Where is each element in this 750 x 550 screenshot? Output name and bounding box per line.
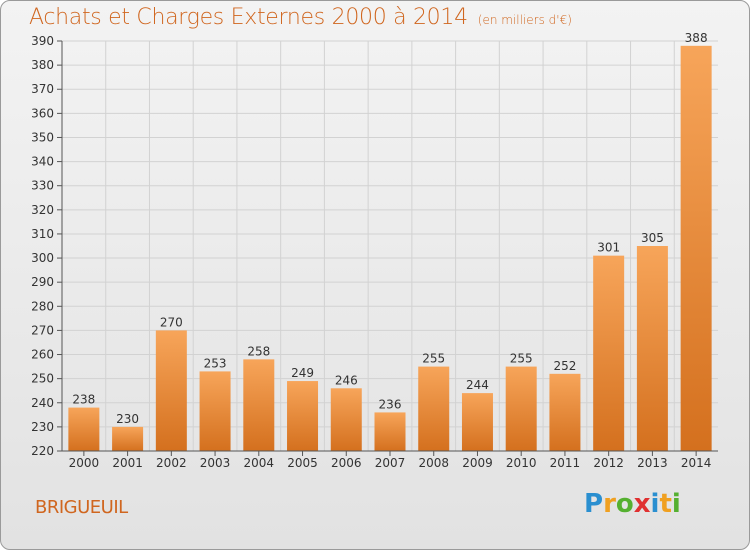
axes-group: 220 230 240 250 260 270 280 290 300 310 320 330 340 3… [31,34,718,470]
data-label: 301 [597,241,620,255]
y-tick-label: 370 [31,82,54,96]
title-unit: (en milliers d'€) [477,13,572,27]
logo-letter: i [671,489,681,519]
data-label: 246 [335,373,358,387]
y-tick-label: 280 [31,299,54,313]
y-tick-label: 220 [31,444,54,458]
bar-2007 [374,412,406,451]
y-tick-label: 250 [31,372,54,386]
logo-letter: r [603,489,616,519]
bar-2011 [549,373,581,451]
y-tick-label: 360 [31,106,54,120]
y-tick-label: 390 [31,34,54,48]
bars-group: 238 230 270 253 258 249 246 236 255 244 255 252 301 3… [68,31,712,452]
x-tick-label: 2003 [200,456,231,470]
title-text: Achats et Charges Externes 2000 à 2014 [29,5,468,30]
bar-2006 [330,388,362,451]
bar-2002 [155,330,187,451]
y-tick-label: 230 [31,420,54,434]
x-tick-label: 2009 [462,456,493,470]
bar-2010 [505,366,537,451]
bar-2009 [461,393,493,451]
x-tick-label: 2004 [244,456,275,470]
bar-2012 [593,255,625,451]
y-tick-label: 290 [31,275,54,289]
y-tick-label: 240 [31,396,54,410]
x-tick-label: 2013 [637,456,668,470]
x-tick-label: 2002 [156,456,187,470]
x-tick-label: 2007 [375,456,406,470]
y-tick-label: 300 [31,251,54,265]
bar-2003 [199,371,231,451]
bar-2000 [68,407,100,451]
bar-2001 [112,426,144,451]
y-tick-label: 350 [31,130,54,144]
y-tick-label: 310 [31,227,54,241]
chart-title: Achats et Charges Externes 2000 à 2014 (e… [29,5,572,30]
y-tick-label: 380 [31,58,54,72]
data-label: 249 [291,366,314,380]
x-tick-label: 2012 [593,456,624,470]
data-label: 258 [247,344,270,358]
bar-2005 [287,381,319,451]
proxiti-logo: Proxiti [584,489,681,519]
y-tick-label: 340 [31,155,54,169]
bar-2014 [680,45,712,452]
data-label: 270 [160,315,183,329]
x-tick-label: 2000 [69,456,100,470]
logo-letter: o [615,489,634,519]
bar-2008 [418,366,450,451]
logo-letter: P [584,489,604,519]
x-tick-label: 2008 [418,456,449,470]
data-label: 255 [422,352,445,366]
data-label: 253 [204,356,227,370]
logo-letter: i [650,489,660,519]
data-label: 244 [466,378,489,392]
logo-letter: x [633,489,651,519]
y-tick-label: 320 [31,203,54,217]
data-label: 305 [641,231,664,245]
x-tick-label: 2005 [287,456,318,470]
bar-2013 [636,246,668,451]
bar-2004 [243,359,275,451]
x-tick-label: 2006 [331,456,362,470]
logo-letter: t [659,489,672,519]
data-label: 230 [116,412,139,426]
data-label: 252 [553,359,576,373]
location-label: BRIGUEUIL [35,497,128,518]
y-tick-label: 270 [31,323,54,337]
x-tick-label: 2014 [681,456,712,470]
x-tick-label: 2010 [506,456,537,470]
y-tick-label: 260 [31,348,54,362]
data-label: 388 [685,31,708,45]
data-label: 238 [72,393,95,407]
x-tick-label: 2001 [112,456,143,470]
y-tick-label: 330 [31,179,54,193]
x-tick-label: 2011 [550,456,581,470]
data-label: 236 [379,397,402,411]
data-label: 255 [510,352,533,366]
